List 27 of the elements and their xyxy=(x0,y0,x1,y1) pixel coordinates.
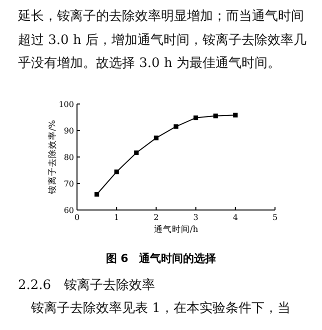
x-axis-title: 通气时间/h xyxy=(154,224,199,235)
point xyxy=(233,112,238,118)
x-tick-label: 0 xyxy=(74,213,80,222)
x-tick-label: 4 xyxy=(232,213,238,222)
point xyxy=(94,192,100,197)
y-tick-label: 80 xyxy=(64,153,74,162)
point xyxy=(194,115,198,120)
y-tick-label: 100 xyxy=(58,100,74,109)
text: 延长，铵离子的去除效率明显增加；而当通气时间 xyxy=(17,8,304,24)
point xyxy=(174,124,178,129)
text: 图 6 通气时间的选择 xyxy=(106,252,216,265)
text: 乎没有增加。故选择 3.0 h 为最佳通气时间。 xyxy=(18,56,280,71)
x-tick-label: 2 xyxy=(154,213,159,222)
y-tick-label: 70 xyxy=(64,180,74,188)
text: 2.2.6 铵离子去除效率 xyxy=(18,277,156,293)
x-tick-label: 5 xyxy=(272,213,278,222)
y-axis-title: 铵离子去除效率/% xyxy=(47,120,58,195)
text: 超过 3.0 h 后，增加通气时间，铵离子去除效率几 xyxy=(18,32,306,48)
point xyxy=(114,170,119,174)
text: 铵离子去除效率见表 1，在本实验条件下，当 xyxy=(18,300,290,316)
x-tick-label: 1 xyxy=(114,213,120,222)
x-tick-label: 3 xyxy=(193,213,198,222)
y-tick-label: 90 xyxy=(64,126,74,136)
point xyxy=(154,136,158,140)
y-tick-label: 60 xyxy=(64,206,74,215)
point xyxy=(213,114,218,118)
point xyxy=(134,150,139,156)
